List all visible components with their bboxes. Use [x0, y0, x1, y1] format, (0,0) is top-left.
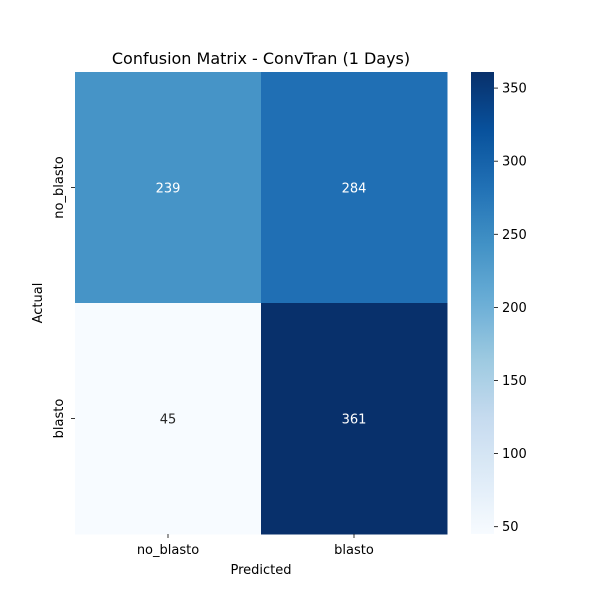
colorbar-tick-label: 100	[502, 447, 527, 462]
heatmap-cell	[261, 72, 448, 304]
cell-value-label: 284	[342, 182, 367, 197]
colorbar-tick-label: 150	[502, 374, 527, 389]
colorbar: 50 100 150 200 250 300 350	[471, 72, 527, 535]
chart-title: Confusion Matrix - ConvTran (1 Days)	[112, 49, 410, 68]
cell-value-label: 45	[160, 413, 177, 428]
colorbar-tick-label: 250	[502, 228, 527, 243]
cell-value-label: 239	[156, 182, 181, 197]
y-tick-label: no_blasto	[52, 156, 67, 218]
y-tick-label: blasto	[52, 399, 67, 439]
heatmap-cell	[75, 303, 262, 535]
x-axis-label: Predicted	[230, 563, 291, 578]
colorbar-tick-label: 300	[502, 155, 527, 170]
y-axis-label: Actual	[31, 283, 46, 324]
heatmap-cell	[261, 303, 448, 535]
colorbar-tick-label: 50	[502, 520, 519, 535]
x-tick-label: no_blasto	[137, 543, 199, 558]
colorbar-tick-label: 350	[502, 82, 527, 97]
colorbar-gradient-bar	[471, 72, 494, 534]
heatmap-cell	[75, 72, 262, 304]
cell-value-label: 361	[342, 413, 367, 428]
x-axis-ticks: no_blasto blasto	[137, 534, 374, 558]
x-tick-label: blasto	[334, 543, 374, 558]
heatmap-cells	[75, 72, 448, 535]
colorbar-tick-label: 200	[502, 301, 527, 316]
cell-annotations: 239 284 45 361	[156, 182, 367, 428]
